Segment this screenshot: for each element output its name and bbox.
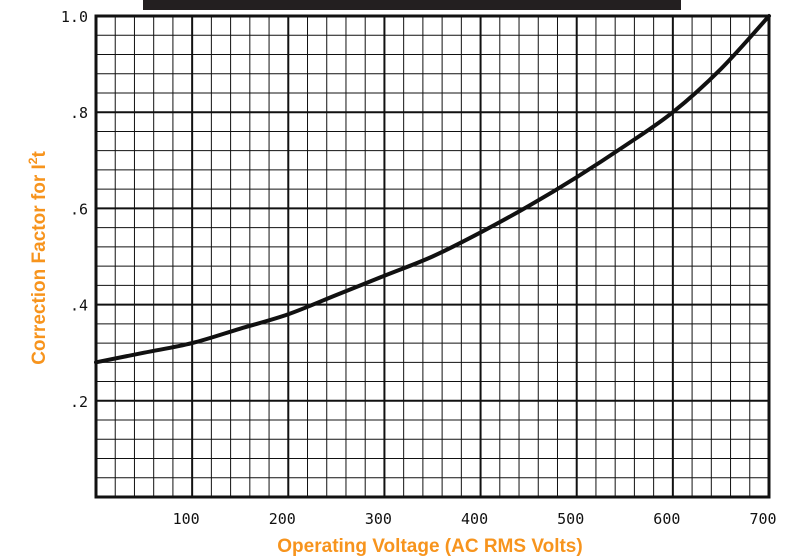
x-tick-label: 300 xyxy=(365,510,392,528)
x-axis-title: Operating Voltage (AC RMS Volts) xyxy=(277,536,582,557)
y-tick-label: .6 xyxy=(70,200,88,218)
y-tick-label: 1.0 xyxy=(61,8,88,26)
y-axis-title-superscript: 2 xyxy=(26,157,40,164)
series-line-0 xyxy=(94,14,771,365)
x-tick-label: 200 xyxy=(269,510,296,528)
y-axis-title-tail: t xyxy=(29,151,50,158)
y-axis-title-main: Correction Factor for I xyxy=(29,164,50,365)
x-tick-label: 700 xyxy=(749,510,776,528)
x-tick-labels: 100 200 300 400 500 600 700 xyxy=(173,510,777,528)
y-axis-title: Correction Factor for I2t xyxy=(26,151,50,365)
title-banner xyxy=(143,0,681,10)
y-tick-label: .2 xyxy=(70,393,88,411)
x-tick-label: 100 xyxy=(173,510,200,528)
y-tick-labels: .2 .4 .6 .8 1.0 xyxy=(61,8,88,411)
series-layer xyxy=(94,14,771,365)
x-tick-label: 400 xyxy=(461,510,488,528)
y-tick-label: .8 xyxy=(70,104,88,122)
y-tick-label: .4 xyxy=(70,297,88,315)
x-tick-label: 500 xyxy=(557,510,584,528)
x-tick-label: 600 xyxy=(653,510,680,528)
plot-frame xyxy=(94,14,771,499)
